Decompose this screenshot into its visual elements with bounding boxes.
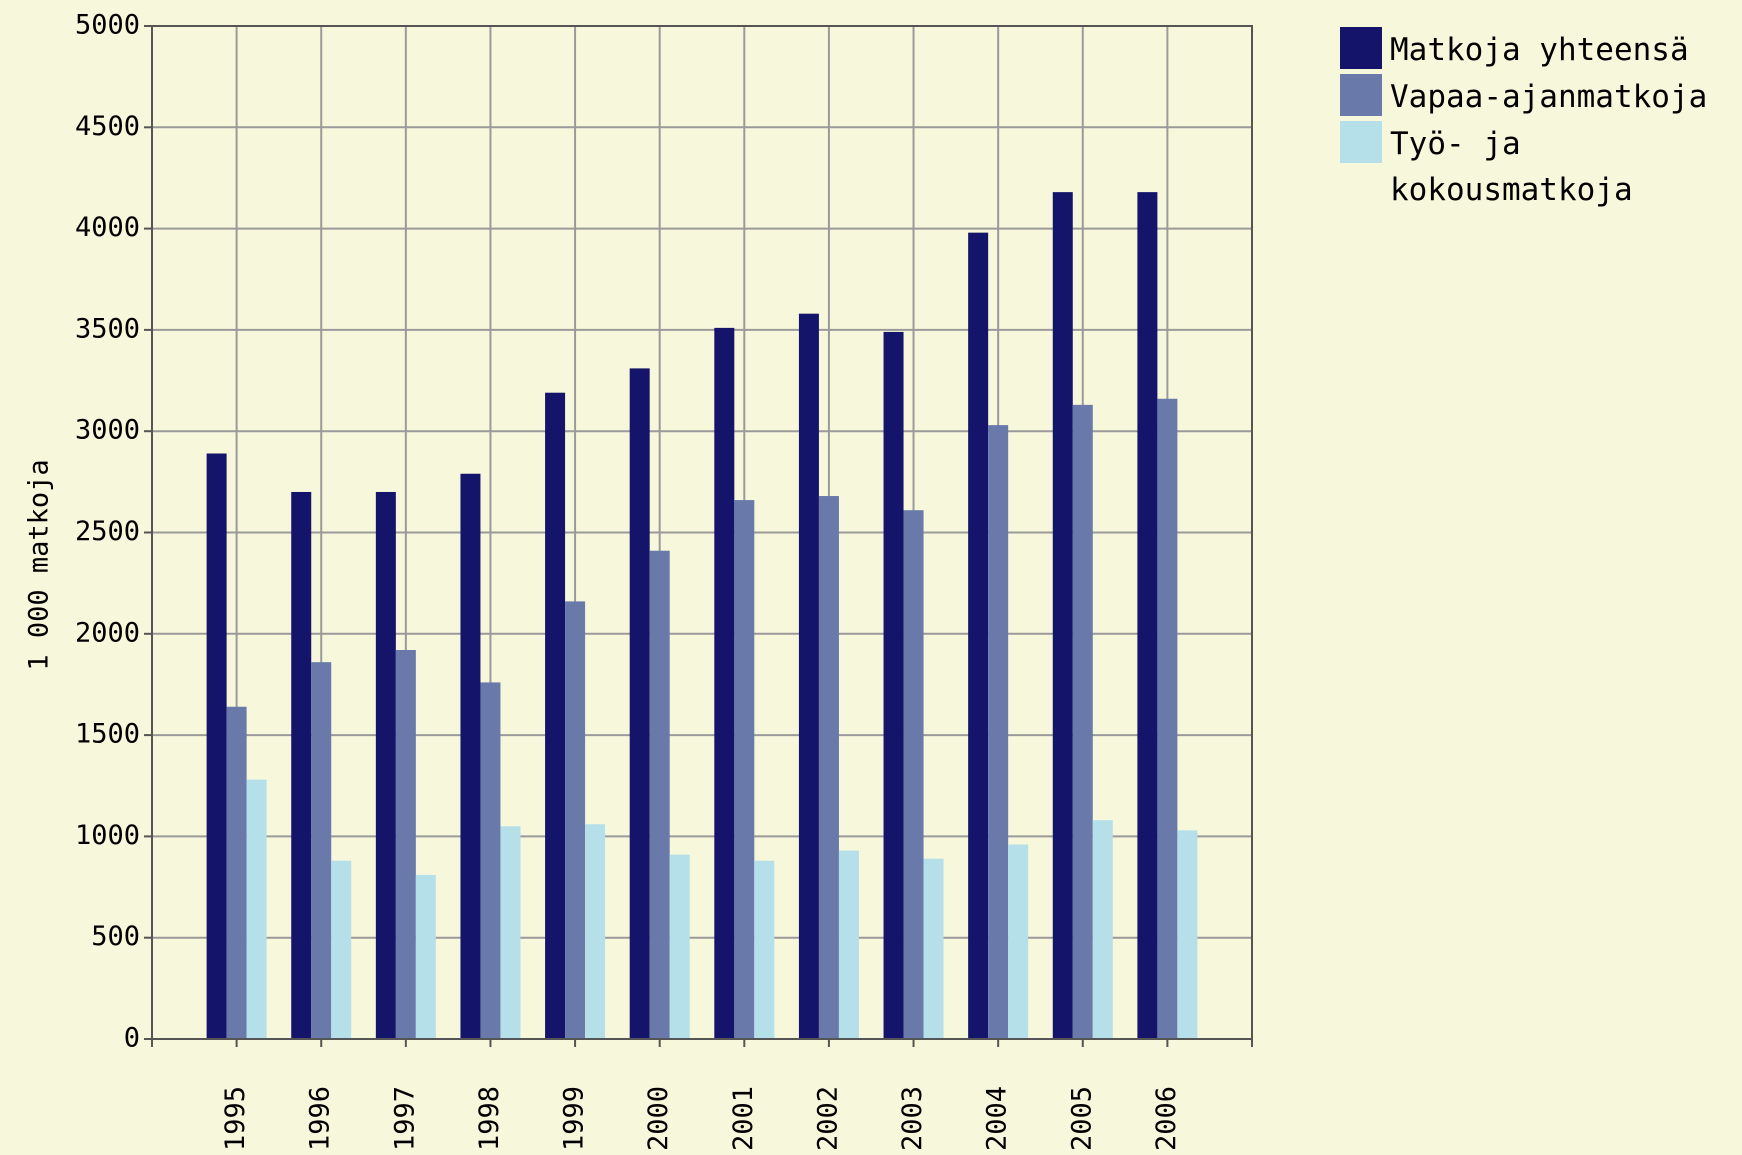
- x-tick-label: 2000: [643, 1086, 674, 1151]
- bar: [838, 850, 859, 1039]
- bar: [1157, 398, 1178, 1039]
- legend-item: Työ- ja kokousmatkoja: [1340, 121, 1740, 213]
- bar: [754, 860, 775, 1039]
- y-tick-label: 3000: [75, 415, 140, 446]
- bar: [226, 706, 247, 1039]
- y-tick-label: 2000: [75, 617, 140, 648]
- bar: [311, 662, 332, 1039]
- x-tick-label: 2002: [812, 1086, 843, 1151]
- bar: [968, 232, 989, 1040]
- y-tick-label: 4500: [75, 111, 140, 142]
- y-tick-label: 5000: [75, 10, 140, 41]
- legend-label: Vapaa-ajanmatkoja: [1390, 79, 1708, 115]
- bar: [1008, 844, 1029, 1039]
- legend: Matkoja yhteensä Vapaa-ajanmatkoja Työ- ja…: [1340, 27, 1740, 214]
- bar: [415, 874, 436, 1039]
- x-tick-label: 1999: [559, 1086, 590, 1151]
- bar: [500, 826, 521, 1039]
- bar: [1137, 192, 1158, 1039]
- bar: [818, 496, 839, 1040]
- y-tick-label: 3500: [75, 313, 140, 344]
- y-tick-label: 1000: [75, 820, 140, 851]
- y-tick-label: 500: [91, 921, 140, 952]
- legend-swatch: [1340, 121, 1382, 163]
- bar: [480, 682, 501, 1039]
- legend-swatch: [1340, 74, 1382, 116]
- legend-label: Matkoja yhteensä: [1390, 32, 1689, 68]
- x-tick-label: 2004: [982, 1086, 1013, 1151]
- bar: [291, 491, 312, 1040]
- bar: [714, 327, 735, 1039]
- bar: [649, 550, 670, 1039]
- bar: [246, 779, 267, 1039]
- x-tick-label: 1998: [474, 1086, 505, 1151]
- bar: [1092, 820, 1113, 1039]
- bar: [883, 331, 904, 1039]
- legend-label: Työ- ja kokousmatkoja: [1390, 126, 1633, 208]
- bar: [903, 510, 924, 1039]
- x-tick-label: 2006: [1151, 1086, 1182, 1151]
- bar: [565, 601, 586, 1039]
- bar: [1177, 830, 1198, 1039]
- bar: [988, 425, 1009, 1039]
- y-tick-label: 1500: [75, 719, 140, 750]
- x-tick-label: 1995: [220, 1086, 251, 1151]
- y-tick-label: 4000: [75, 212, 140, 243]
- bar: [331, 860, 352, 1039]
- bar: [669, 854, 690, 1039]
- bar: [1072, 404, 1093, 1039]
- bar: [460, 473, 481, 1040]
- bar: [1052, 192, 1073, 1039]
- y-tick-label: 2500: [75, 516, 140, 547]
- x-tick-label: 2001: [728, 1086, 759, 1151]
- y-axis-title: 1 000 matkoja: [24, 459, 55, 670]
- bar: [545, 392, 566, 1039]
- bar: [923, 858, 944, 1039]
- x-tick-label: 1996: [305, 1086, 336, 1151]
- bar: [375, 491, 396, 1040]
- legend-item: Matkoja yhteensä: [1340, 27, 1740, 73]
- bar: [585, 824, 606, 1039]
- bar: [206, 453, 227, 1040]
- x-tick-label: 2003: [897, 1086, 928, 1151]
- legend-swatch: [1340, 27, 1382, 69]
- bar: [798, 313, 819, 1039]
- x-tick-label: 2005: [1066, 1086, 1097, 1151]
- bar: [629, 368, 650, 1039]
- x-tick-label: 1997: [389, 1086, 420, 1151]
- y-tick-label: 0: [124, 1023, 140, 1054]
- bar: [734, 500, 755, 1040]
- bar: [395, 650, 416, 1039]
- legend-item: Vapaa-ajanmatkoja: [1340, 74, 1740, 120]
- plot-border: [151, 25, 1253, 1040]
